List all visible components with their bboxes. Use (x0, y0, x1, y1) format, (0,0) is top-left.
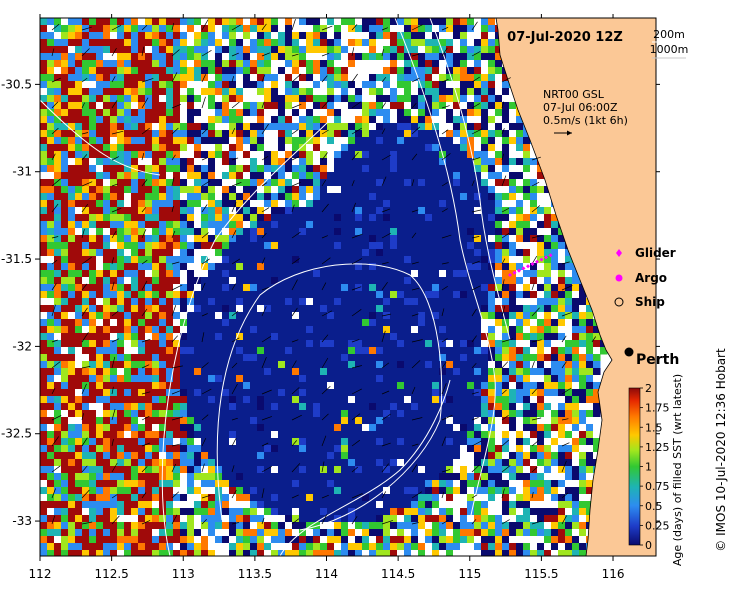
land-western-australia (495, 18, 656, 556)
city-perth-label: Perth (636, 352, 679, 368)
lat-tick-label: -33 (12, 514, 32, 528)
lat-tick-label: -31 (12, 165, 32, 179)
colorbar-ticks: 0 0.25 0.5 0.75 1 1.25 1.5 1.75 2 (640, 382, 670, 552)
platform-legend: Glider Argo Ship (614, 246, 676, 309)
map-title: 07-Jul-2020 12Z (507, 30, 623, 45)
longitude-axis: 112 112.5 113 113.5 114 114.5 115 115.5 116 (29, 14, 625, 581)
depth-legend-200m: 200m (653, 28, 685, 41)
map-panel (39, 17, 657, 557)
city-perth: Perth (624, 347, 679, 368)
lon-tick-label: 116 (602, 567, 625, 581)
credit-text: © IMOS 10-Jul-2020 12:36 Hobart (714, 348, 728, 552)
colorbar-tick-label: 0 (645, 539, 652, 552)
legend-argo-label: Argo (635, 271, 667, 285)
lat-tick-label: -32 (12, 339, 32, 353)
colorbar-tick-label: 0.5 (645, 500, 663, 513)
lat-tick-label: -31.5 (1, 252, 32, 266)
colorbar-label: Age (days) of filled SST (wrt latest) (671, 374, 684, 566)
legend-ship-label: Ship (635, 295, 665, 309)
lon-tick-label: 113.5 (238, 567, 272, 581)
perth-marker-icon (624, 347, 634, 357)
colorbar: 0 0.25 0.5 0.75 1 1.25 1.5 1.75 2 Age (days) of … (628, 374, 684, 566)
depth-legend: 200m 1000m (650, 28, 689, 59)
current-scale-label: 0.5m/s (1kt 6h) (543, 114, 628, 127)
colorbar-tick-label: 1.5 (645, 421, 663, 434)
legend-glider-label: Glider (635, 246, 676, 260)
lon-tick-label: 114.5 (381, 567, 415, 581)
latitude-axis: -30.5 -31 -31.5 -32 -32.5 -33 (1, 77, 660, 528)
argo-marker-icon (615, 274, 623, 282)
lon-tick-label: 112 (29, 567, 52, 581)
depth-legend-1000m: 1000m (650, 43, 689, 56)
current-info: NRT00 GSL 07-Jul 06:00Z 0.5m/s (1kt 6h) (543, 88, 628, 136)
current-source-label: NRT00 GSL (543, 88, 605, 101)
lat-tick-label: -32.5 (1, 427, 32, 441)
colorbar-tick-label: 0.25 (645, 519, 670, 532)
lon-tick-label: 112.5 (94, 567, 128, 581)
glider-marker-icon (616, 249, 622, 257)
current-time-label: 07-Jul 06:00Z (543, 101, 618, 114)
colorbar-tick-label: 1.75 (645, 402, 670, 415)
sst-age-field (40, 18, 608, 556)
current-vectors (51, 18, 596, 525)
lon-tick-label: 115 (458, 567, 481, 581)
lon-tick-label: 113 (172, 567, 195, 581)
glider-track (508, 253, 553, 277)
lon-tick-label: 114 (315, 567, 338, 581)
bathymetry-contours (40, 18, 511, 556)
colorbar-tick-label: 1 (645, 461, 652, 474)
colorbar-tick-label: 1.25 (645, 441, 670, 454)
colorbar-tick-label: 0.75 (645, 480, 670, 493)
lat-tick-label: -30.5 (1, 77, 32, 91)
ship-marker-icon (614, 297, 624, 307)
colorbar-tick-label: 2 (645, 382, 652, 395)
lon-tick-label: 115.5 (524, 567, 558, 581)
